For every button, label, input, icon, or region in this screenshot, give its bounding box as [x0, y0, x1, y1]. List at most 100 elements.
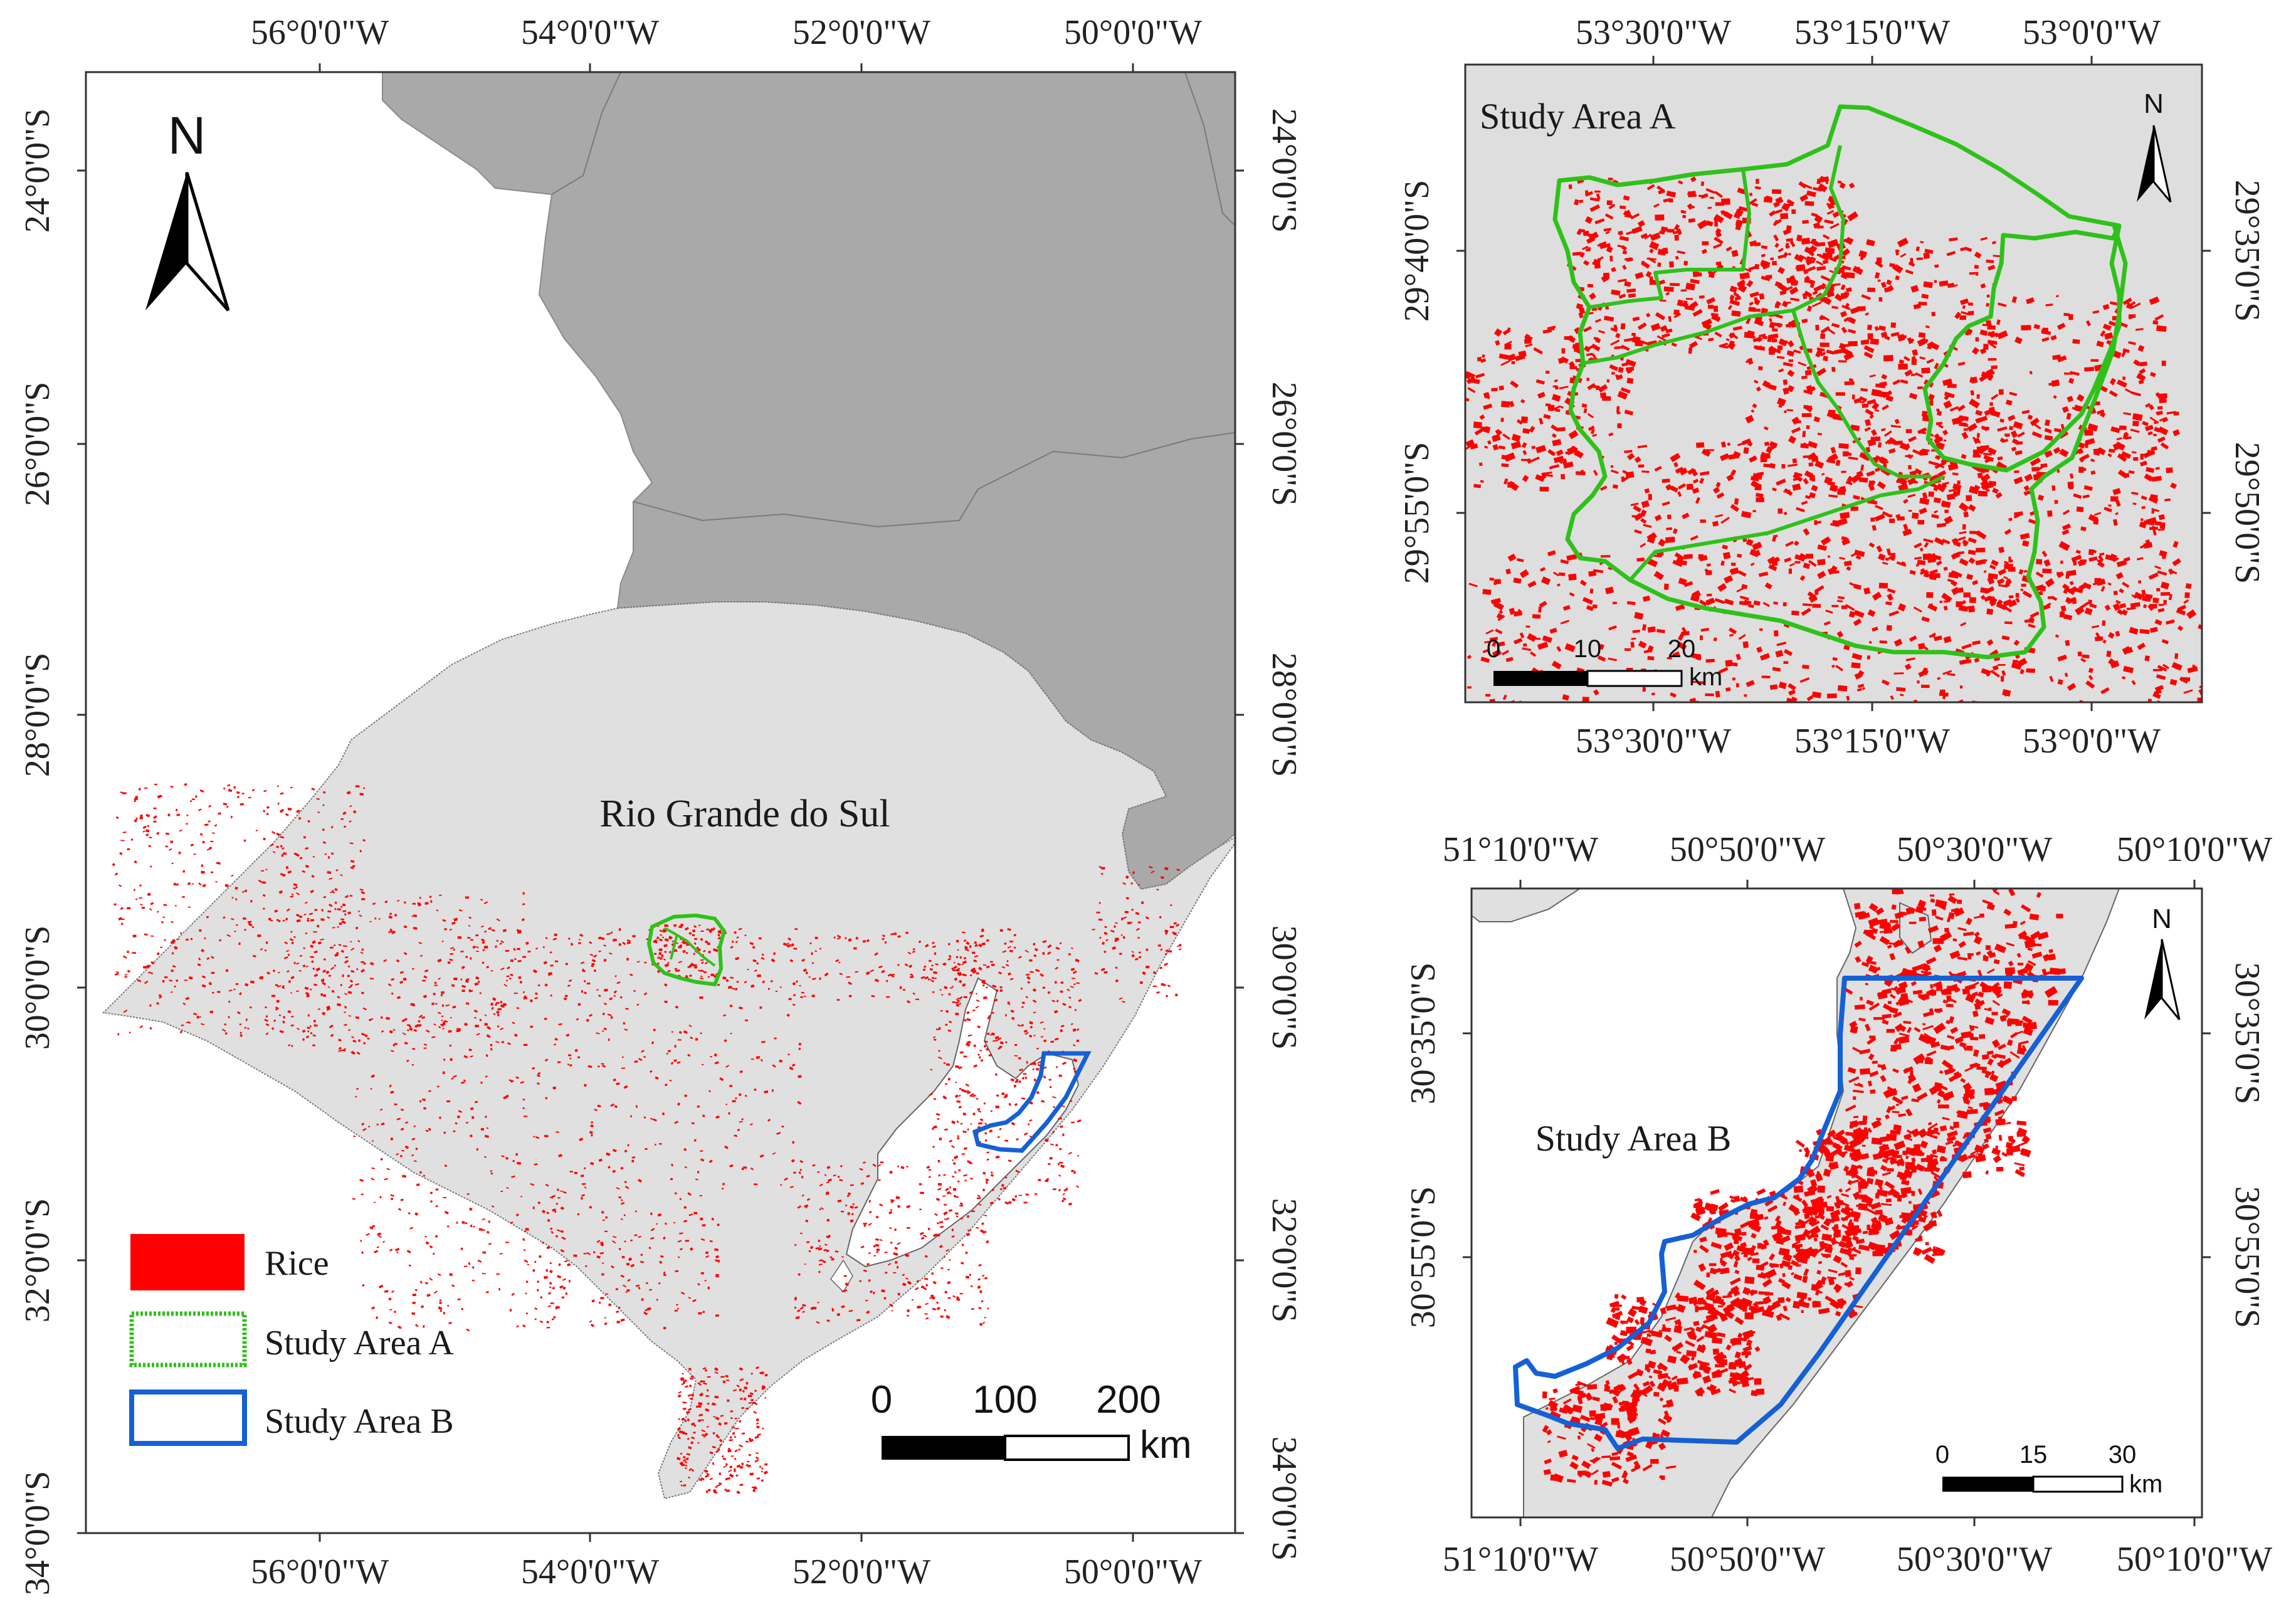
rice-patch — [1027, 1123, 1030, 1126]
rice-patch — [1893, 440, 1903, 445]
rice-patch — [199, 789, 204, 793]
rice-patch — [447, 1305, 450, 1307]
rice-patch — [349, 842, 354, 845]
rice-patch — [2160, 442, 2169, 450]
rice-patch — [929, 959, 932, 962]
rice-patch — [1917, 386, 1923, 389]
rice-patch — [444, 1164, 448, 1168]
rice-patch — [1977, 490, 1988, 497]
rice-patch — [482, 961, 485, 964]
rice-patch — [371, 1140, 374, 1142]
rice-patch — [1927, 572, 1935, 580]
rice-patch — [474, 1016, 477, 1019]
rice-patch — [738, 1093, 742, 1097]
rice-patch — [677, 1102, 681, 1106]
rice-patch — [576, 1018, 579, 1021]
rice-patch — [656, 1299, 658, 1301]
rice-patch — [149, 972, 152, 974]
rice-patch — [1789, 287, 1799, 295]
rice-patch — [149, 836, 152, 839]
rice-patch — [718, 1422, 722, 1426]
rice-patch — [1746, 330, 1755, 338]
rice-patch — [1477, 357, 1482, 362]
rice-patch — [969, 974, 972, 976]
rice-patch — [329, 904, 333, 907]
rice-patch — [924, 1255, 928, 1258]
main-map: 56°0'0"W 54°0'0"W 52°0'0"W 50°0'0"W 56°0… — [18, 13, 1303, 1595]
rice-patch — [1771, 189, 1782, 194]
rice-patch — [2132, 502, 2137, 505]
rice-patch — [795, 980, 799, 983]
rice-patch — [793, 1003, 796, 1006]
rice-patch — [1783, 409, 1788, 414]
rice-patch — [1576, 303, 1584, 310]
rice-patch — [932, 1146, 935, 1148]
rice-patch — [490, 1043, 493, 1047]
rice-patch — [598, 1158, 603, 1162]
rice-patch — [470, 1107, 474, 1110]
rice-patch — [287, 970, 290, 973]
rice-patch — [702, 1114, 705, 1118]
rice-patch — [1893, 264, 1904, 274]
rice-patch — [2150, 493, 2158, 500]
rice-patch — [920, 1236, 925, 1240]
rice-patch — [682, 1373, 684, 1375]
rice-patch — [1137, 937, 1140, 939]
rice-patch — [952, 986, 954, 988]
rice-patch — [2082, 494, 2090, 499]
rice-patch — [1547, 449, 1556, 456]
rice-patch — [2126, 302, 2134, 310]
rice-patch — [2123, 665, 2134, 673]
rice-patch — [1823, 621, 1831, 626]
rice-patch — [1823, 356, 1828, 362]
rice-patch — [554, 1210, 557, 1213]
rice-patch — [1060, 1025, 1065, 1028]
rice-patch — [2131, 492, 2139, 495]
rice-patch — [1845, 287, 1852, 293]
rice-patch — [979, 1050, 982, 1052]
rice-patch — [955, 1065, 959, 1068]
rice-patch — [293, 883, 298, 887]
rice-patch — [991, 963, 995, 966]
rice-patch — [283, 852, 287, 855]
rice-patch — [2149, 372, 2156, 377]
rice-patch — [739, 1070, 744, 1073]
rice-patch — [923, 1235, 927, 1238]
rice-patch — [677, 1256, 680, 1258]
rice-patch — [1075, 958, 1080, 962]
rice-patch — [756, 1477, 761, 1480]
rice-patch — [2160, 581, 2170, 590]
rice-patch — [2143, 542, 2153, 549]
rice-patch — [1791, 426, 1801, 434]
rice-patch — [986, 1158, 989, 1161]
rice-patch — [1778, 681, 1787, 690]
rice-patch — [1172, 931, 1176, 935]
rice-patch — [224, 883, 229, 888]
rice-patch — [153, 815, 157, 820]
rice-patch — [960, 1217, 964, 1220]
rice-patch — [560, 1190, 562, 1192]
rice-patch — [808, 976, 811, 978]
rice-patch — [995, 1156, 1000, 1159]
rice-patch — [1681, 626, 1687, 633]
rice-patch — [147, 892, 151, 896]
rice-patch — [162, 979, 165, 983]
rice-patch — [803, 968, 808, 973]
rice-patch — [802, 1304, 806, 1307]
rice-patch — [708, 1489, 711, 1492]
rice-patch — [382, 1240, 386, 1243]
rice-patch — [310, 988, 312, 991]
rice-patch — [289, 938, 294, 941]
rice-patch — [608, 1303, 612, 1307]
rice-patch — [160, 946, 163, 949]
rice-patch — [1958, 605, 1969, 612]
rice-patch — [897, 935, 901, 938]
rice-patch — [2082, 654, 2090, 659]
rice-patch — [1843, 344, 1850, 347]
rice-patch — [302, 1038, 305, 1041]
rice-patch — [635, 1284, 640, 1287]
rice-patch — [702, 1224, 706, 1227]
rice-patch — [1119, 997, 1123, 1000]
rice-patch — [1483, 403, 1493, 410]
rice-patch — [983, 996, 987, 999]
